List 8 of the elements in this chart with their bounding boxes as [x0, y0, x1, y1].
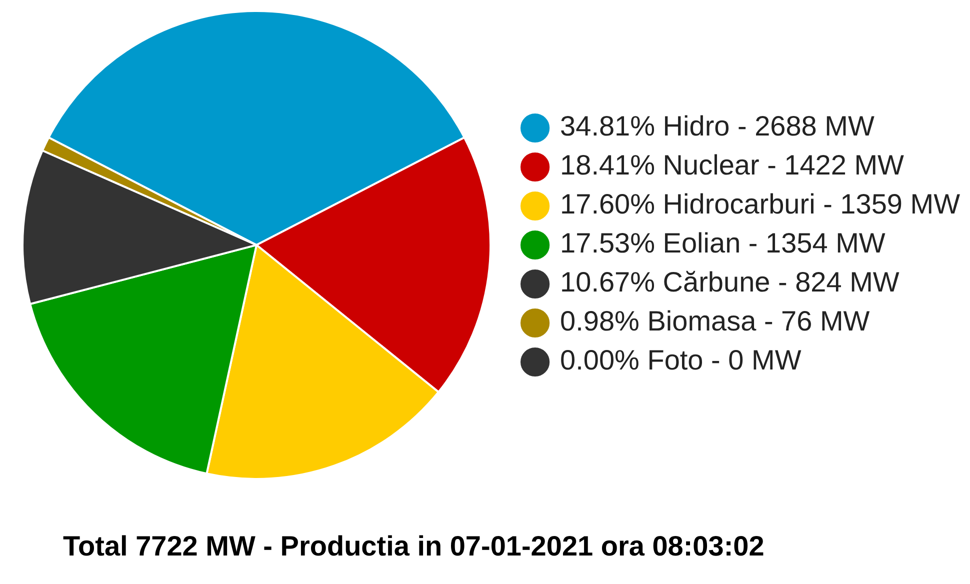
legend-label: 34.81% Hidro - 2688 MW	[560, 110, 875, 142]
legend-label: 0.00% Foto - 0 MW	[560, 344, 802, 376]
legend-label: 17.53% Eolian - 1354 MW	[560, 228, 886, 259]
legend-label: 0.98% Biomasa - 76 MW	[560, 306, 870, 337]
legend-label: 18.41% Nuclear - 1422 MW	[560, 150, 905, 181]
legend-label: 10.67% Cărbune - 824 MW	[560, 266, 900, 298]
text: Total 7722 MW - Productia in 07-01-2021 ora 08:03:02	[63, 530, 764, 562]
legend-label: 17.60% Hidrocarburi - 1359 MW	[560, 188, 961, 220]
